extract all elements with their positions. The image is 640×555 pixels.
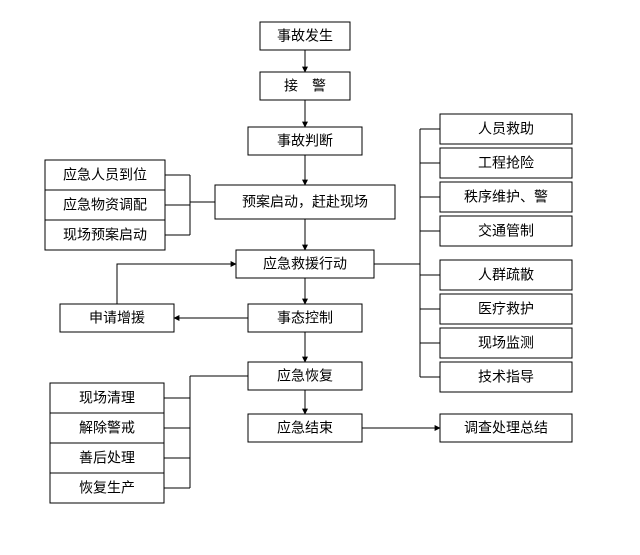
node-label: 人员救助 [478,121,534,137]
node-l_siteplan: 现场预案启动 [45,220,165,250]
node-b_after: 善后处理 [50,443,164,473]
node-label: 现场清理 [79,390,135,406]
node-label: 医疗救护 [478,301,534,317]
node-label: 秩序维护、警 [464,189,548,205]
node-r_person: 人员救助 [440,114,572,144]
node-label: 调查处理总结 [464,420,548,436]
node-n_judge: 事故判断 [248,127,362,155]
node-label: 事态控制 [277,310,333,326]
node-label: 应急恢复 [277,368,333,384]
node-label: 现场预案启动 [63,227,147,243]
node-n_reinforce: 申请增援 [60,304,174,332]
node-n_recover: 应急恢复 [248,362,362,390]
node-n_invest: 调查处理总结 [440,414,572,442]
node-n_action: 应急救援行动 [236,250,374,278]
node-r_medic: 医疗救护 [440,294,572,324]
node-n_alarm: 接 警 [260,72,350,100]
node-b_resume: 恢复生产 [50,473,164,503]
node-r_crowd: 人群疏散 [440,260,572,290]
node-label: 善后处理 [79,450,135,466]
node-label: 应急人员到位 [63,167,147,183]
node-label: 应急物资调配 [63,197,147,213]
node-label: 申请增援 [89,310,145,326]
node-label: 应急结束 [277,420,333,436]
node-r_eng: 工程抢险 [440,148,572,178]
node-label: 工程抢险 [478,155,534,171]
node-r_monitor: 现场监测 [440,328,572,358]
node-b_clean: 现场清理 [50,383,164,413]
node-label: 应急救援行动 [263,256,347,272]
node-r_traffic: 交通管制 [440,216,572,246]
node-label: 恢复生产 [79,480,135,496]
node-b_unwarn: 解除警戒 [50,413,164,443]
node-label: 技术指导 [478,369,534,385]
node-n_end: 应急结束 [248,414,362,442]
node-n_plan: 预案启动，赶赴现场 [215,185,395,219]
edge-n_reinforce-n_action [117,264,236,304]
node-label: 预案启动，赶赴现场 [242,194,368,210]
node-label: 现场监测 [478,335,534,351]
node-label: 事故发生 [277,28,333,44]
flowchart-canvas: 事故发生接 警事故判断预案启动，赶赴现场应急救援行动事态控制应急恢复应急结束 应急… [0,0,640,555]
node-n_control: 事态控制 [248,304,362,332]
node-label: 事故判断 [277,133,333,149]
node-n_accident: 事故发生 [260,22,350,50]
node-label: 接 警 [284,78,326,94]
node-r_tech: 技术指导 [440,362,572,392]
node-label: 交通管制 [478,223,534,239]
node-r_order: 秩序维护、警 [440,182,572,212]
node-l_material: 应急物资调配 [45,190,165,220]
node-label: 解除警戒 [79,420,135,436]
node-l_staff: 应急人员到位 [45,160,165,190]
node-label: 人群疏散 [478,267,534,283]
